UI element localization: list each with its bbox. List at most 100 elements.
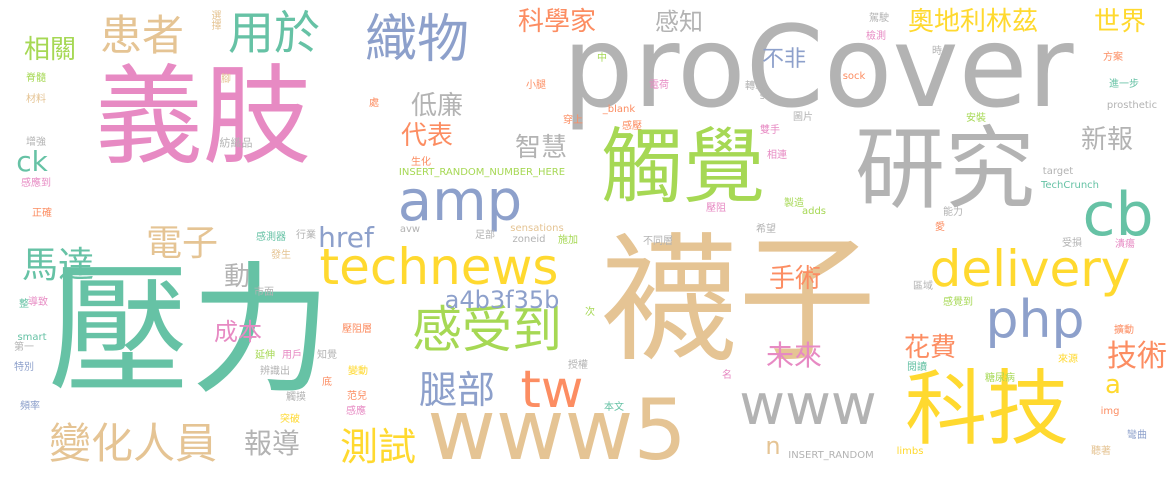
word-shimian: 市面	[254, 287, 274, 298]
word-prosthetic: prosthetic	[1106, 100, 1158, 111]
word-tangniaobing: 糖尿病	[985, 373, 1015, 384]
word-zengqiang: 增強	[26, 137, 46, 148]
word-tebie: 特別	[14, 362, 34, 373]
word-zhengque: 正確	[32, 208, 52, 219]
word-aodili-linzi: 奧地利林茲	[907, 7, 1039, 37]
word-kuiyang: 潰瘍	[1115, 239, 1135, 250]
word-nengli: 能力	[943, 207, 963, 218]
word-cailiao: 材料	[26, 94, 46, 105]
word-jinyibu: 進一步	[1109, 79, 1139, 90]
word-a4b3f35b: a4b3f35b	[444, 286, 560, 314]
word-ganya: 感壓	[622, 121, 642, 132]
word-tupo: 突破	[280, 414, 300, 425]
word-ai: 愛	[935, 222, 945, 233]
word-shoushu: 手術	[768, 264, 822, 294]
word-di: 底	[322, 377, 332, 388]
word-pinlu: 頻率	[20, 401, 40, 412]
word-kuodong: 擴動	[1114, 325, 1134, 336]
word-yanshen: 延伸	[255, 350, 275, 361]
word-daozhi: 導致	[28, 297, 48, 308]
word-shouquan: 授權	[568, 360, 588, 371]
word-limbs: limbs	[896, 446, 924, 457]
word-zhiwu: 織物	[364, 10, 470, 70]
word-yongyu: 用於	[228, 6, 320, 60]
word-jiashi: 駕駛	[869, 13, 889, 24]
word-technews: technews	[319, 238, 559, 296]
word-jiance: 檢測	[866, 31, 886, 42]
word-xiangguan: 相關	[23, 35, 77, 65]
word-tuibu: 腿部	[418, 368, 496, 412]
word-php: php	[985, 290, 1085, 350]
word-zhihui: 智慧	[514, 133, 568, 163]
word-amp: amp	[397, 169, 523, 234]
word-ganzhi: 感知	[655, 8, 703, 36]
word-techcrunch: TechCrunch	[1040, 180, 1100, 191]
word-ming: 名	[722, 370, 732, 381]
word-yizhi: 義肢	[94, 55, 312, 180]
word-insert-random: INSERT_RANDOM	[788, 450, 874, 461]
word-ganyingdao: 感應到	[21, 178, 51, 189]
word-fangzhipin: 紡織品	[219, 136, 253, 150]
word-shi: 時	[932, 46, 942, 57]
word-daibiao: 代表	[400, 121, 454, 151]
word-yazu: 壓阻	[706, 203, 726, 214]
word-shousun: 受損	[1062, 238, 1082, 249]
word-blank: _blank	[602, 104, 636, 115]
word-www5: www5	[427, 381, 687, 479]
word-img: img	[1100, 406, 1120, 417]
word-ceshi: 測試	[339, 425, 417, 469]
word-chu: 處	[369, 98, 379, 109]
word-hangye: 行業	[296, 230, 316, 241]
word-jisui: 脊髓	[26, 73, 46, 84]
word-cb: cb	[1082, 180, 1154, 250]
word-baodao: 報導	[243, 427, 301, 460]
word-yonghu: 用戶	[282, 350, 302, 361]
word-avw: avw	[399, 224, 421, 235]
word-dilian: 低廉	[410, 91, 464, 121]
word-huanzhe: 患者	[99, 11, 185, 60]
word-www: www	[739, 373, 877, 438]
word-quyu: 區域	[913, 281, 933, 292]
word-wazi: 襪子	[599, 220, 877, 381]
word-xinbao: 新報	[1080, 125, 1134, 155]
word-src: src	[759, 91, 775, 102]
word-chuanshang: 穿上	[563, 115, 583, 126]
word-sock: sock	[842, 71, 866, 82]
word-n: n	[765, 432, 781, 460]
word-ganceqi: 感測器	[256, 232, 286, 243]
word-insert-random-number-here: INSERT_RANDOM_NUMBER_HERE	[398, 167, 566, 178]
word-procover: proCover	[562, 3, 1074, 133]
word-shijia: 施加	[558, 235, 578, 246]
word-ci: 次	[585, 307, 595, 318]
word-benwen: 本文	[604, 402, 624, 413]
word-zhizao: 製造	[784, 198, 804, 209]
word-ck: ck	[16, 145, 48, 178]
word-tw: tw	[520, 360, 584, 420]
word-laiyuan: 來源	[1058, 354, 1078, 365]
word-jiao: 腳	[221, 74, 231, 85]
word-jishu: 技術	[1107, 339, 1167, 374]
word-diyi: 第一	[14, 342, 34, 353]
word-delivery: delivery	[929, 240, 1131, 298]
word-butongceng: 不同層	[643, 236, 673, 247]
word-adds: adds	[801, 206, 827, 217]
word-wanqu: 彎曲	[1127, 430, 1147, 441]
word-kexuejia: 科學家	[517, 7, 597, 37]
word-faner: 范兒	[347, 391, 367, 402]
word-a: a	[1105, 370, 1121, 400]
word-bianshichu: 辨識出	[260, 366, 290, 377]
word-shuangshou: 雙手	[760, 125, 780, 136]
word-zhijue: 知覺	[317, 350, 337, 361]
word-fasheng: 發生	[271, 250, 291, 261]
word-tupian: 圖片	[793, 112, 813, 123]
word-zheng: 整	[19, 299, 29, 310]
word-sensations: sensations	[510, 223, 564, 234]
word-xianglian: 相連	[767, 150, 787, 161]
word-chujue: 觸覺	[600, 120, 766, 215]
word-ganjuedao: 感覺到	[943, 297, 973, 308]
word-zhuanzai: 轉載	[745, 81, 765, 92]
word-bianhua-renyuan: 變化人員	[48, 419, 218, 468]
word-bufei: 不非	[761, 47, 807, 72]
word-href: href	[318, 221, 374, 254]
word-zhong: 中	[597, 53, 607, 64]
